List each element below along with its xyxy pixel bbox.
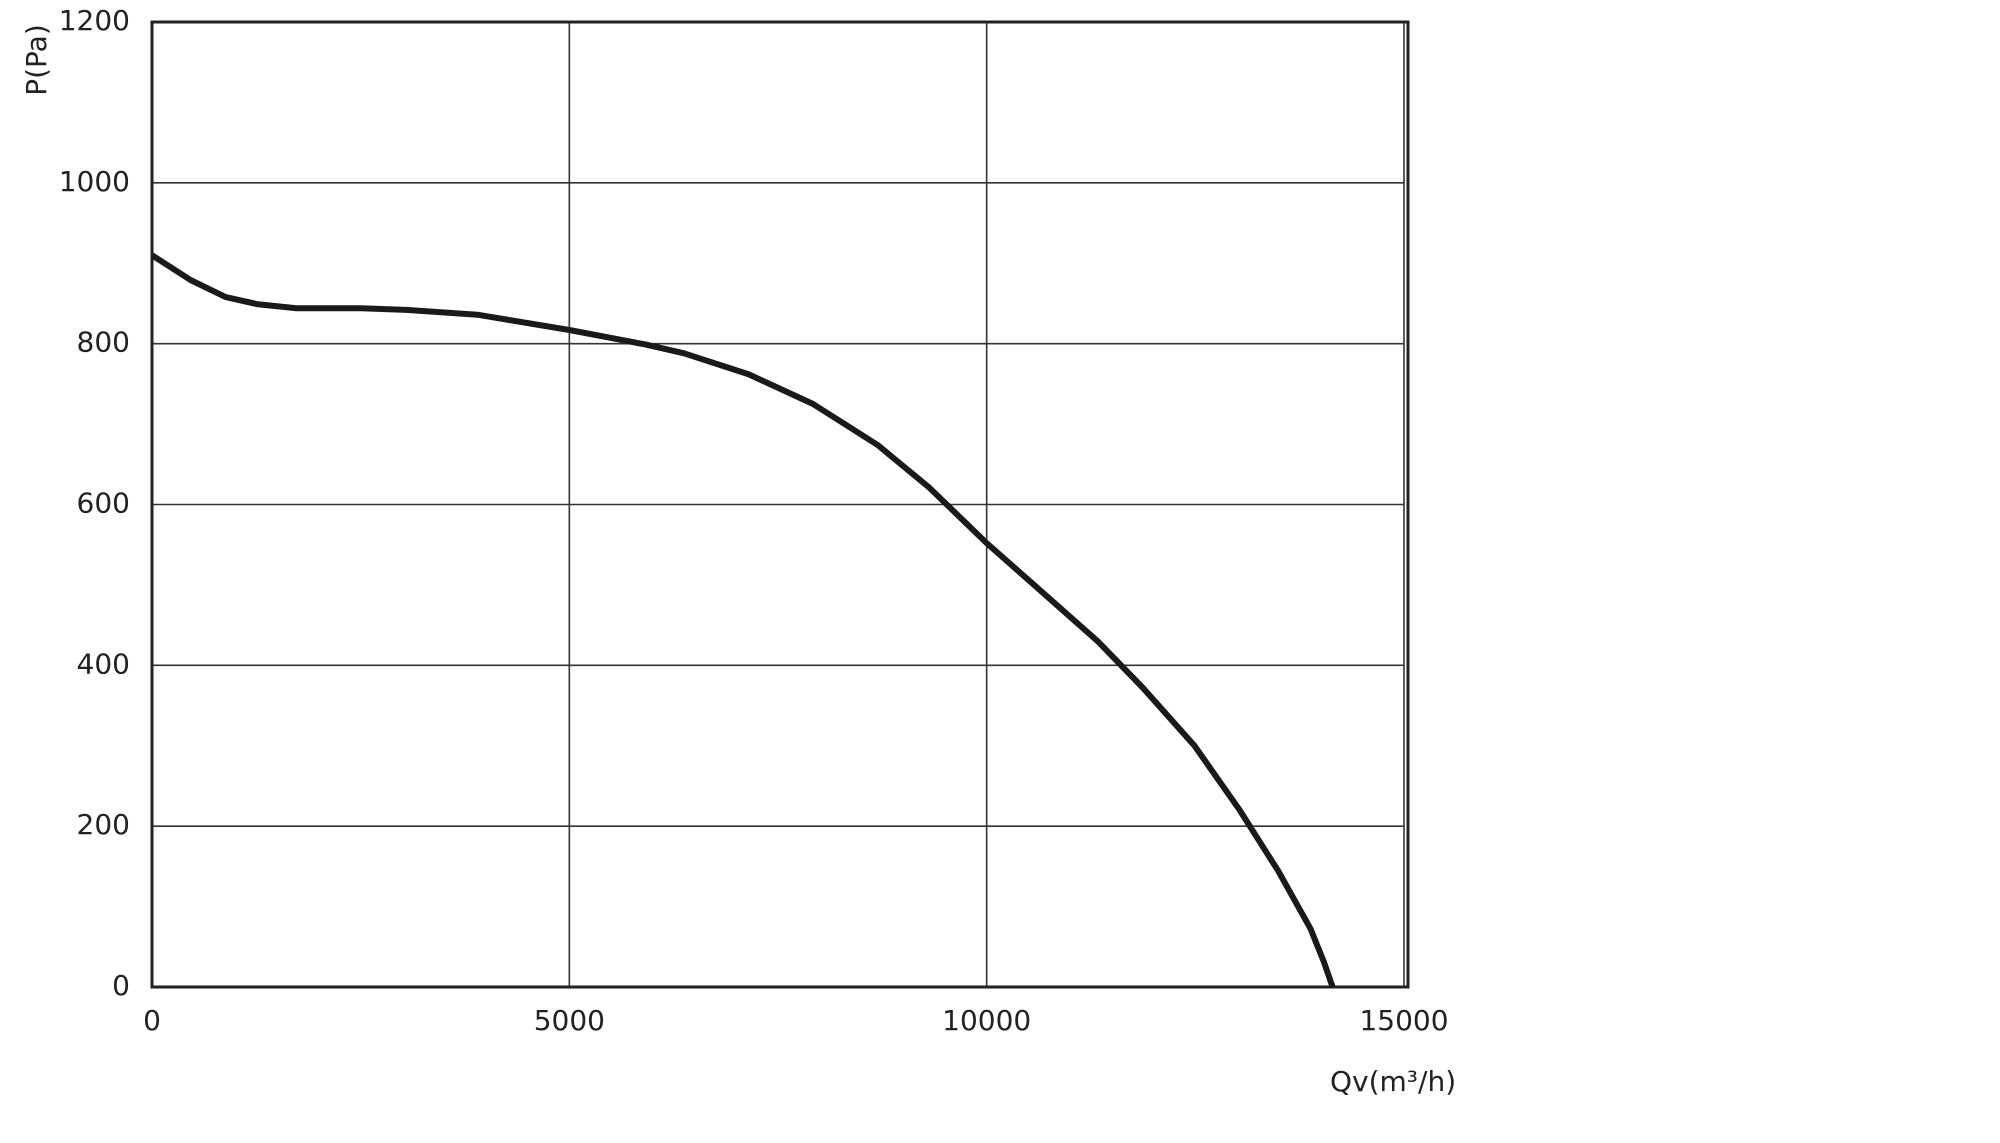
y-tick-label: 1000 bbox=[59, 165, 130, 198]
y-tick-label: 0 bbox=[112, 969, 130, 1002]
x-axis-label: Qv(m³/h) bbox=[1330, 1065, 1456, 1098]
y-tick-label: 1200 bbox=[59, 4, 130, 37]
x-tick-label: 0 bbox=[143, 1004, 161, 1037]
y-tick-label: 600 bbox=[77, 487, 130, 520]
y-axis-label: P(Pa) bbox=[20, 24, 53, 96]
y-tick-label: 400 bbox=[77, 647, 130, 680]
x-tick-label: 10000 bbox=[942, 1004, 1031, 1037]
y-tick-label: 800 bbox=[77, 326, 130, 359]
curve bbox=[150, 252, 1336, 988]
x-tick-label: 15000 bbox=[1359, 1004, 1448, 1037]
x-tick-label: 5000 bbox=[534, 1004, 605, 1037]
y-tick-label: 200 bbox=[77, 808, 130, 841]
plot-frame bbox=[150, 20, 1410, 989]
